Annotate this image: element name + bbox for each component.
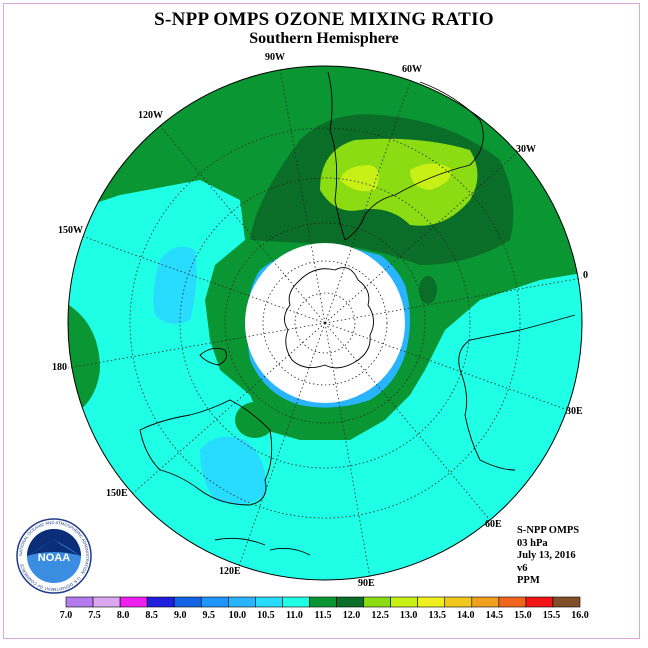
colorbar-tick-label: 12.5 [371, 610, 389, 621]
new-zealand-coast [199, 347, 227, 366]
colorbar-tick-label: 7.5 [88, 610, 101, 621]
colorbar-swatch [92, 596, 121, 608]
south-america-coast [327, 71, 484, 241]
noaa-logo: NOAA NATIONAL OCEANIC AND ATMOSPHERIC AD… [16, 518, 92, 594]
colorbar-tick-label: 12.0 [343, 610, 361, 621]
africa-coast [458, 314, 576, 471]
lon-label-90e: 90E [358, 578, 375, 589]
contour-10-5-a [153, 246, 197, 324]
colorbar-swatch [200, 596, 229, 608]
colorbar-tick-label: 15.0 [514, 610, 532, 621]
colorbar-tick-label: 13.0 [400, 610, 418, 621]
australia-coast [139, 399, 273, 506]
coastlines [139, 71, 576, 556]
lon-label-150w: 150W [58, 225, 83, 236]
map-boundary [67, 65, 583, 581]
colorbar-tick-label: 11.5 [315, 610, 332, 621]
colorbar-swatch [417, 596, 446, 608]
contour-12-5 [320, 138, 478, 226]
lon-label-60w: 60W [402, 64, 422, 75]
lon-label-120w: 120W [138, 110, 163, 121]
lon-label-60e: 60E [485, 519, 502, 530]
figure-frame [3, 3, 640, 639]
colorbar-tick-label: 7.0 [60, 610, 73, 621]
lon-label-90w: 90W [265, 52, 285, 63]
colorbar-swatch [119, 596, 148, 608]
colorbar-tick-label: 10.5 [257, 610, 275, 621]
lon-label-0: 0 [583, 270, 588, 281]
colorbar-swatch [552, 596, 581, 608]
contour-12-0-blob [419, 276, 437, 304]
info-satellite: S-NPP OMPS [517, 525, 580, 536]
lon-label-120e: 120E [219, 566, 241, 577]
colorbar-swatch [363, 596, 391, 608]
logo-sky [27, 529, 81, 556]
lon-label-150e: 150E [106, 488, 128, 499]
colorbar-swatch [146, 596, 175, 608]
meridians [67, 67, 583, 579]
indonesia-coast [214, 537, 311, 556]
colorbar-swatch [498, 596, 527, 608]
colorbar-swatch [255, 596, 283, 608]
colorbar-tick-label: 15.5 [543, 610, 561, 621]
colorbar-tick-label: 16.0 [571, 610, 589, 621]
lon-label-30w: 30W [516, 144, 536, 155]
colorbar-tick-label: 9.0 [174, 610, 187, 621]
colorbar-swatch [282, 596, 310, 608]
info-version: v6 [517, 562, 528, 574]
map-title: S-NPP OMPS OZONE MIXING RATIO [154, 9, 494, 30]
colorbar-tick-label: 10.0 [229, 610, 247, 621]
colorbar-swatch [471, 596, 500, 608]
info-units: PPM [517, 575, 540, 586]
info-date: July 13, 2016 [517, 550, 576, 561]
latitude-circles [129, 127, 521, 519]
lon-label-180: 180 [52, 362, 67, 373]
colorbar-swatch [336, 596, 364, 608]
colorbar-tick-label: 9.5 [203, 610, 216, 621]
contour-13-0-a [340, 165, 379, 192]
colorbar-tick-label: 14.5 [486, 610, 504, 621]
colorbar-tick-label: 14.0 [457, 610, 475, 621]
colorbar-tick-label: 11.0 [286, 610, 303, 621]
product-info: S-NPP OMPS 03 hPa July 13, 2016 v6 PPM [517, 525, 579, 588]
info-pressure-level: 03 hPa [517, 537, 548, 549]
contour-11-5-blob-a [235, 402, 275, 438]
contour-10-5-b [200, 436, 266, 504]
colorbar-swatch [525, 596, 554, 608]
colorbar: 7.0 7.5 8.0 8.5 9.0 9.5 10.0 10.5 11.0 11.5 12.0 12… [60, 596, 589, 621]
antarctica-coast [284, 267, 374, 369]
colorbar-swatch [309, 596, 337, 608]
colorbar-tick-label: 13.5 [428, 610, 446, 621]
logo-bird [27, 540, 81, 556]
colorbar-swatch [65, 596, 94, 608]
lon-label-30e: 30E [566, 406, 583, 417]
contour-13-0-b [410, 163, 451, 190]
logo-text: NOAA [38, 552, 70, 564]
longitude-labels: 90W 60W 30W 0 30E 60E 90E 120E 150E 180 … [52, 52, 588, 589]
colorbar-tick-label: 8.0 [117, 610, 130, 621]
colorbar-swatch [390, 596, 418, 608]
map-subtitle: Southern Hemisphere [249, 30, 399, 47]
colorbar-swatch [444, 596, 473, 608]
colorbar-swatch [228, 596, 256, 608]
colorbar-tick-label: 8.5 [145, 610, 158, 621]
colorbar-swatch [173, 596, 202, 608]
